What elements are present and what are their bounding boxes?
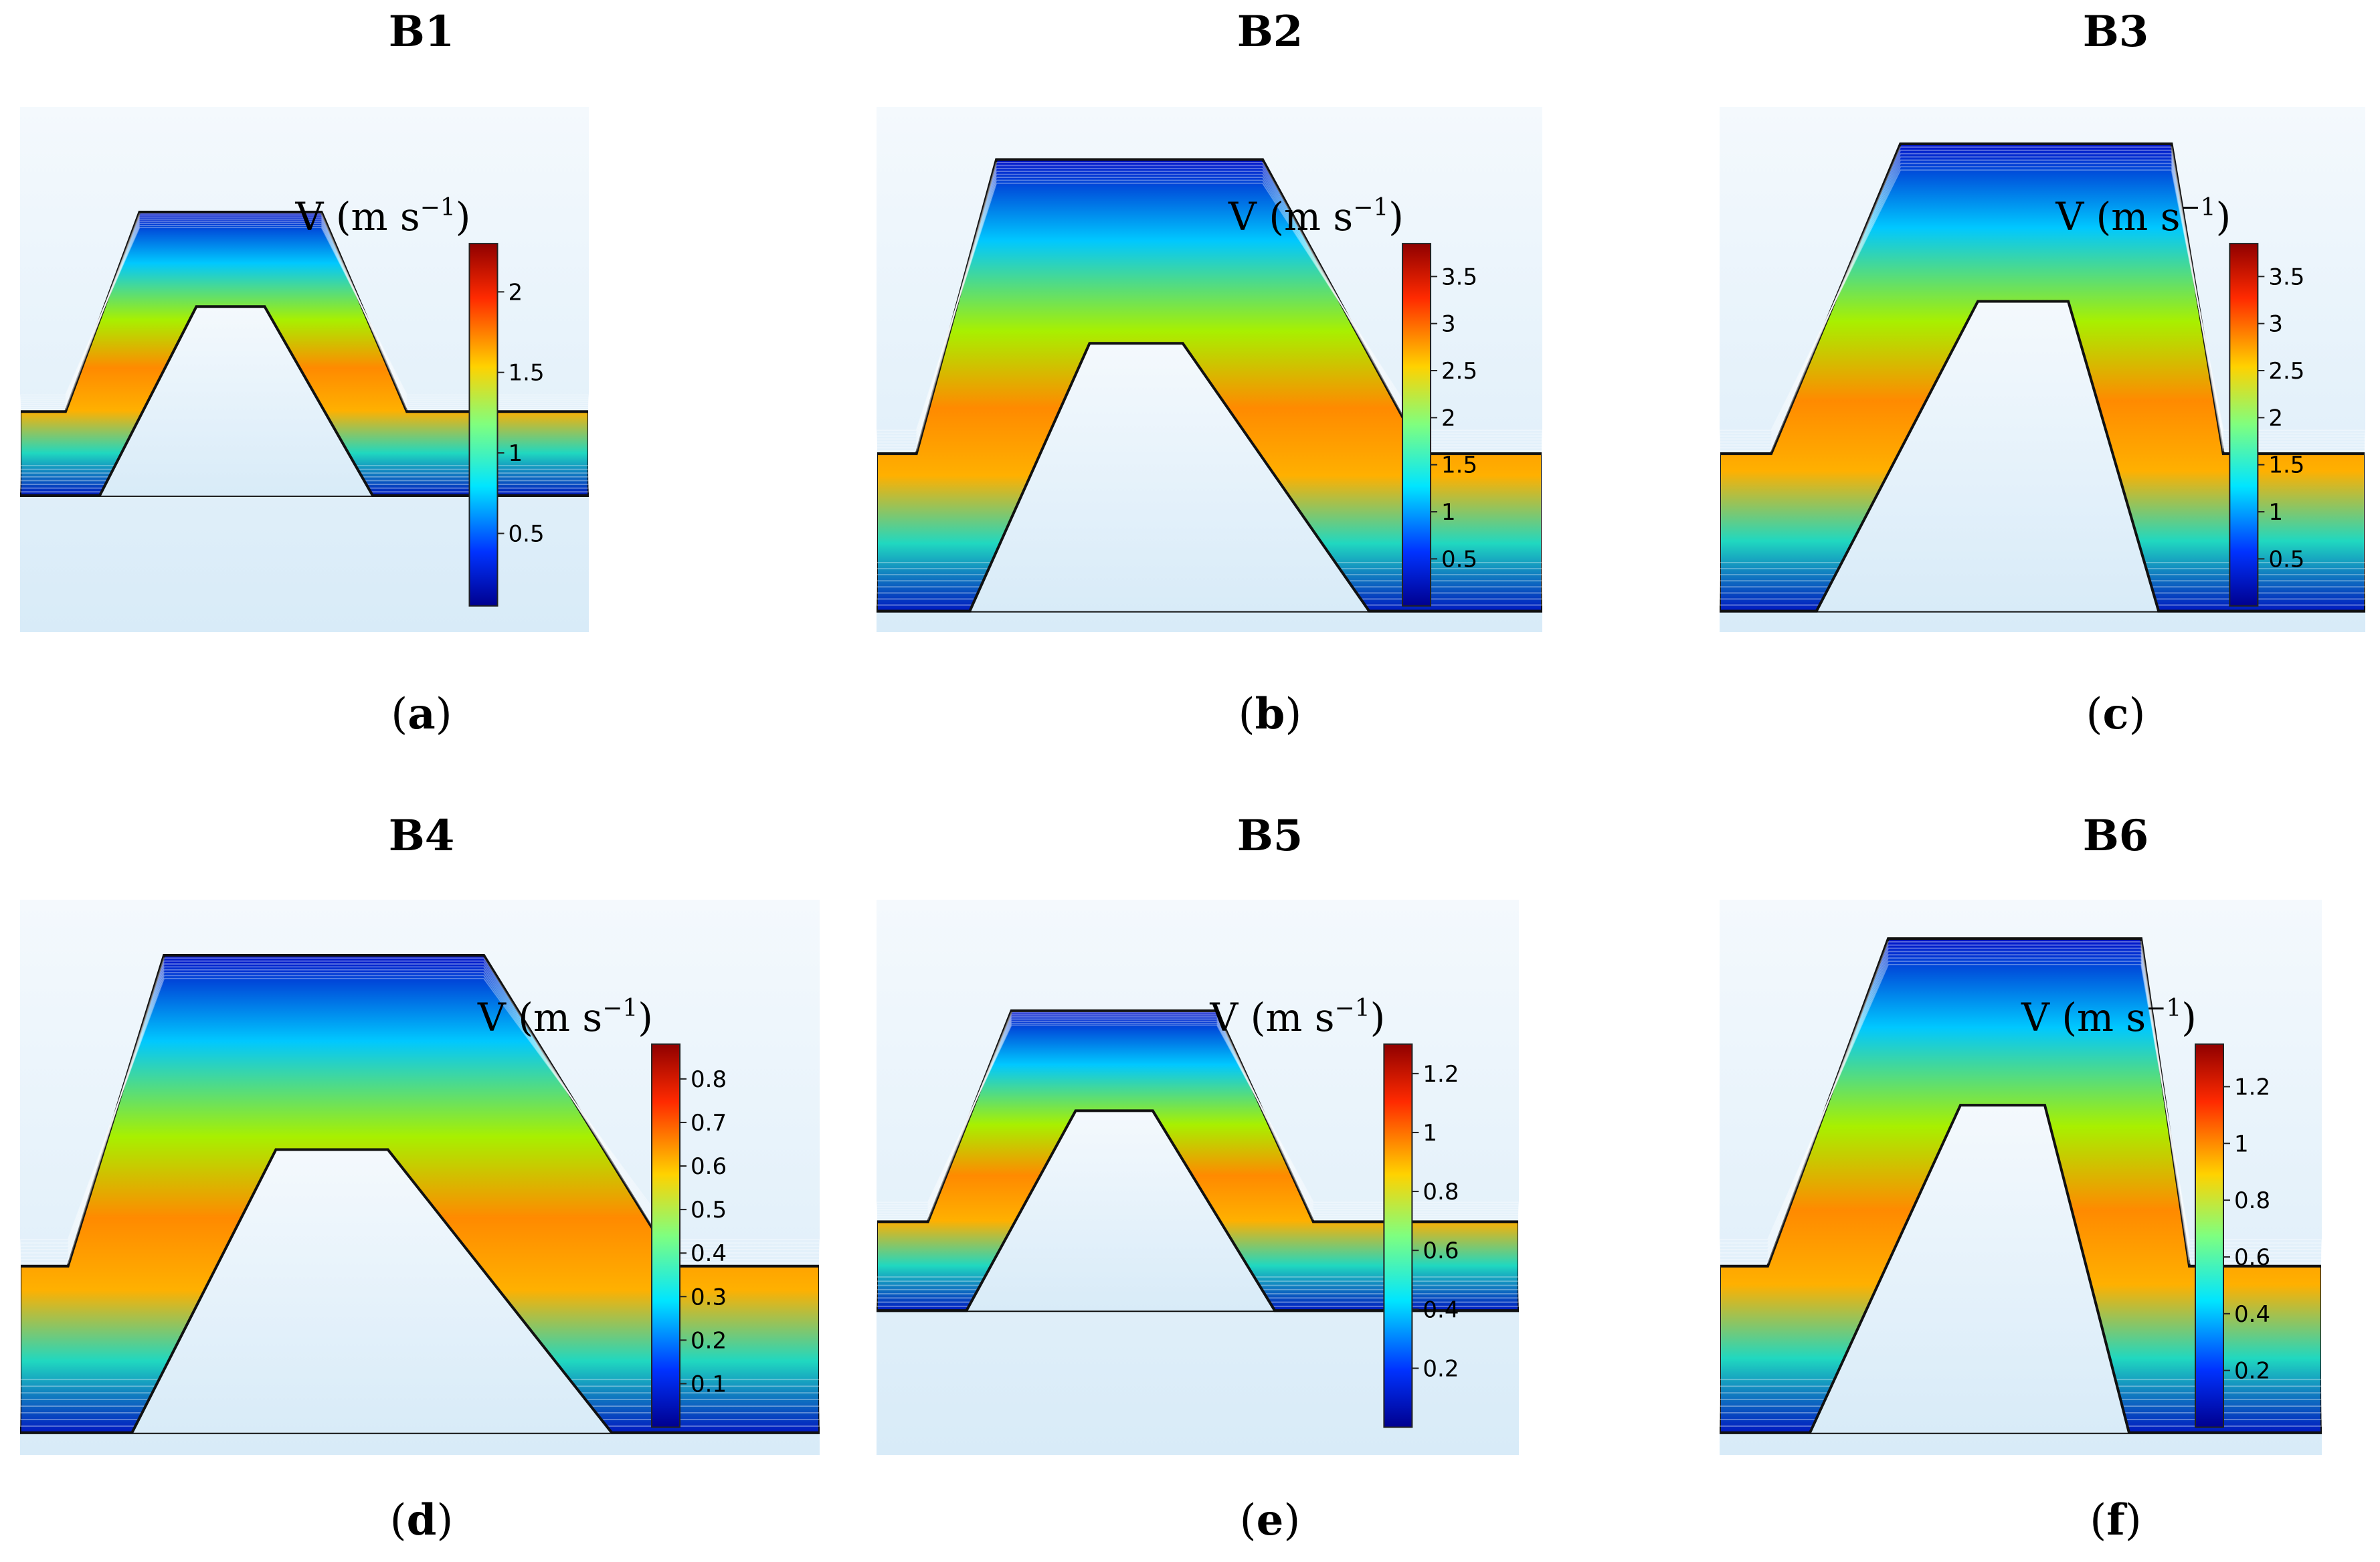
panel-title-b5: B5	[1237, 811, 1303, 861]
colorbar-tick-label: 2.5	[1441, 358, 1477, 385]
colorbar-tick-label: 2.5	[2268, 358, 2304, 385]
velocity-panel-b2: V (m s−1) 3.5 3 2.5 2 1.5 1 0.5	[877, 107, 1542, 632]
colorbar-title: V (m s−1)	[1228, 194, 1404, 239]
colorbar-tick-label: 1	[509, 440, 523, 467]
colorbar: V (m s−1) 3.5 3 2.5 2 1.5 1 0.5	[1228, 194, 1477, 607]
colorbar-tick-label: 1.5	[509, 360, 545, 387]
velocity-field-svg: V (m s−1) 1.2 1 0.8 0.6 0.4 0.2	[877, 900, 1519, 1455]
colorbar-tick-label: 3.5	[1441, 264, 1477, 290]
velocity-panel-b6: V (m s−1) 1.2 1 0.8 0.6 0.4 0.2	[1720, 900, 2322, 1455]
colorbar-title: V (m s−1)	[2021, 995, 2197, 1040]
colorbar: V (m s−1) 3.5 3 2.5 2 1.5 1 0.5	[2055, 194, 2304, 607]
colorbar-tick-label: 3	[2268, 311, 2283, 338]
colorbar-tick-label: 0.6	[1423, 1238, 1459, 1264]
colorbar-tick-label: 0.5	[1441, 546, 1477, 573]
colorbar-tick-label: 0.6	[2234, 1244, 2270, 1271]
velocity-field-svg: V (m s−1) 1.2 1 0.8 0.6 0.4 0.2	[1720, 900, 2322, 1455]
colorbar-tick-label: 1	[1423, 1120, 1437, 1147]
panel-caption-d: (d)	[389, 1495, 454, 1545]
velocity-field-svg: V (m s−1) 3.5 3 2.5 2 1.5 1 0.5	[877, 107, 1542, 632]
colorbar-tick-label: 0.4	[691, 1240, 727, 1267]
colorbar-tick-label: 0.1	[691, 1371, 727, 1397]
colorbar-tick-label: 0.4	[2234, 1301, 2270, 1328]
panel-caption-b: (b)	[1238, 689, 1302, 739]
colorbar: V (m s−1) 2 1.5 1 0.5	[295, 194, 545, 607]
velocity-field-svg: V (m s−1) 2 1.5 1 0.5	[20, 107, 589, 632]
colorbar-tick-label: 1	[2268, 499, 2283, 526]
colorbar-tick-label: 2	[2268, 405, 2283, 431]
panel-title-b4: B4	[388, 811, 455, 861]
panel-caption-f: (f)	[2090, 1495, 2142, 1545]
panel-title-b2: B2	[1237, 7, 1303, 57]
velocity-panel-b4: V (m s−1) 0.8 0.7 0.6 0.5 0.4 0.3 0.2 0.1	[20, 900, 820, 1455]
colorbar-tick-label: 0.8	[1423, 1179, 1459, 1205]
colorbar-tick-label: 3	[1441, 311, 1456, 338]
colorbar-tick-label: 1	[2234, 1131, 2249, 1157]
colorbar-tick-label: 0.8	[691, 1066, 727, 1093]
velocity-panel-b3: V (m s−1) 3.5 3 2.5 2 1.5 1 0.5	[1720, 107, 2365, 632]
colorbar-tick-label: 1.2	[2234, 1074, 2270, 1100]
colorbar: V (m s−1) 0.8 0.7 0.6 0.5 0.4 0.3 0.2 0.1	[477, 995, 727, 1428]
velocity-panel-b5: V (m s−1) 1.2 1 0.8 0.6 0.4 0.2	[877, 900, 1519, 1455]
panel-title-b1: B1	[388, 7, 455, 57]
colorbar-tick-label: 1.2	[1423, 1061, 1459, 1088]
colorbar-tick-label: 2	[1441, 405, 1456, 431]
colorbar-title: V (m s−1)	[1209, 995, 1385, 1040]
colorbar-tick-label: 1.5	[1441, 452, 1477, 479]
colorbar-title: V (m s−1)	[477, 995, 653, 1040]
channel-flow	[877, 1009, 1519, 1312]
colorbar-tick-label: 1	[1441, 499, 1456, 526]
colorbar-tick-label: 2	[509, 279, 523, 306]
colorbar: V (m s−1) 1.2 1 0.8 0.6 0.4 0.2	[2021, 995, 2270, 1428]
colorbar-tick-label: 0.2	[1423, 1355, 1459, 1382]
panel-caption-c: (c)	[2086, 689, 2146, 739]
colorbar-tick-label: 0.3	[691, 1284, 727, 1310]
velocity-field-svg: V (m s−1) 3.5 3 2.5 2 1.5 1 0.5	[1720, 107, 2365, 632]
velocity-panel-b1: V (m s−1) 2 1.5 1 0.5	[20, 107, 589, 632]
colorbar-tick-label: 0.4	[1423, 1296, 1459, 1323]
colorbar-tick-label: 0.8	[2234, 1187, 2270, 1214]
panel-title-b3: B3	[2082, 7, 2149, 57]
panel-title-b6: B6	[2082, 811, 2149, 861]
colorbar-title: V (m s−1)	[295, 194, 471, 239]
colorbar-title: V (m s−1)	[2055, 194, 2231, 239]
colorbar-tick-label: 0.2	[691, 1327, 727, 1354]
colorbar-tick-label: 0.5	[509, 520, 545, 547]
velocity-field-svg: V (m s−1) 0.8 0.7 0.6 0.5 0.4 0.3 0.2 0.1	[20, 900, 820, 1455]
colorbar-tick-label: 3.5	[2268, 264, 2304, 290]
channel-flow	[20, 211, 589, 497]
channel-flow	[1720, 142, 2365, 613]
panel-caption-e: (e)	[1239, 1495, 1301, 1545]
colorbar-tick-label: 0.6	[691, 1153, 727, 1180]
channel-flow	[877, 158, 1542, 613]
panel-caption-a: (a)	[391, 689, 452, 739]
colorbar-tick-label: 0.5	[691, 1197, 727, 1224]
channel-flow	[1720, 937, 2322, 1434]
colorbar-tick-label: 0.7	[691, 1110, 727, 1137]
colorbar: V (m s−1) 1.2 1 0.8 0.6 0.4 0.2	[1209, 995, 1459, 1428]
colorbar-tick-label: 1.5	[2268, 452, 2304, 479]
colorbar-tick-label: 0.5	[2268, 546, 2304, 573]
colorbar-tick-label: 0.2	[2234, 1358, 2270, 1385]
